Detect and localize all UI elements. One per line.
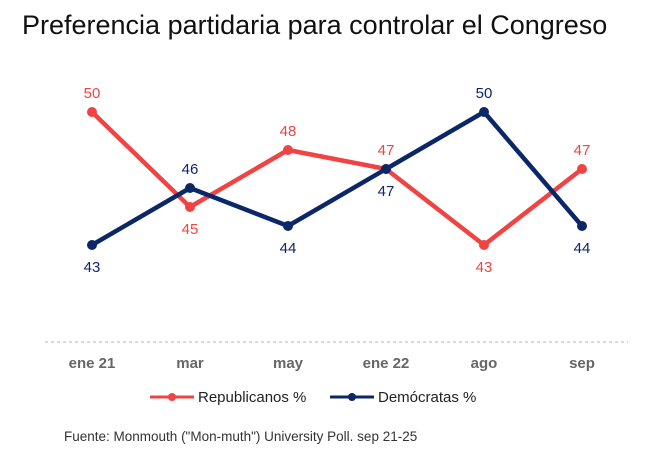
data-point-republicanos (479, 240, 489, 250)
data-point-republicanos (185, 202, 195, 212)
data-point-democratas (283, 221, 293, 231)
data-point-democratas (479, 107, 489, 117)
series-line-republicanos (89, 109, 585, 248)
chart-title: Preferencia partidaria para controlar el… (22, 10, 608, 40)
series-lines (89, 109, 585, 248)
data-label-republicanos: 45 (182, 221, 199, 238)
data-label-republicanos: 47 (378, 142, 395, 159)
data-point-democratas (577, 221, 587, 231)
data-label-republicanos: 50 (84, 85, 101, 102)
legend-label-democratas: Demócratas % (378, 389, 476, 406)
data-label-democratas: 47 (378, 183, 395, 200)
data-label-republicanos: 43 (476, 259, 493, 276)
x-tick-label: ene 22 (363, 355, 410, 372)
data-point-democratas (381, 164, 391, 174)
series-line-democratas (89, 109, 585, 248)
x-tick-label: ene 21 (69, 355, 116, 372)
legend-label-republicanos: Republicanos % (198, 389, 306, 406)
source-note: Fuente: Monmouth ("Mon-muth") University… (64, 429, 418, 444)
data-point-democratas (87, 240, 97, 250)
x-axis-tick-labels: ene 21 mar may ene 22 ago sep (69, 355, 595, 372)
data-label-republicanos: 47 (574, 142, 591, 159)
x-tick-label: ago (471, 355, 498, 372)
data-label-republicanos: 48 (280, 123, 297, 140)
data-point-republicanos (87, 107, 97, 117)
x-tick-label: mar (176, 355, 204, 372)
data-label-democratas: 50 (476, 85, 493, 102)
legend-marker-republicanos (168, 393, 176, 401)
data-point-republicanos (283, 145, 293, 155)
legend: Republicanos % Demócratas % (150, 389, 476, 406)
data-point-democratas (185, 183, 195, 193)
data-label-democratas: 44 (280, 240, 297, 257)
data-labels: 50 45 48 47 43 47 43 46 44 47 50 44 (84, 85, 591, 276)
data-label-democratas: 43 (84, 259, 101, 276)
legend-marker-democratas (348, 393, 356, 401)
x-tick-label: sep (569, 355, 595, 372)
data-label-democratas: 44 (574, 240, 591, 257)
data-label-democratas: 46 (182, 161, 199, 178)
series-markers (87, 107, 587, 250)
data-point-republicanos (577, 164, 587, 174)
x-tick-label: may (273, 355, 304, 372)
